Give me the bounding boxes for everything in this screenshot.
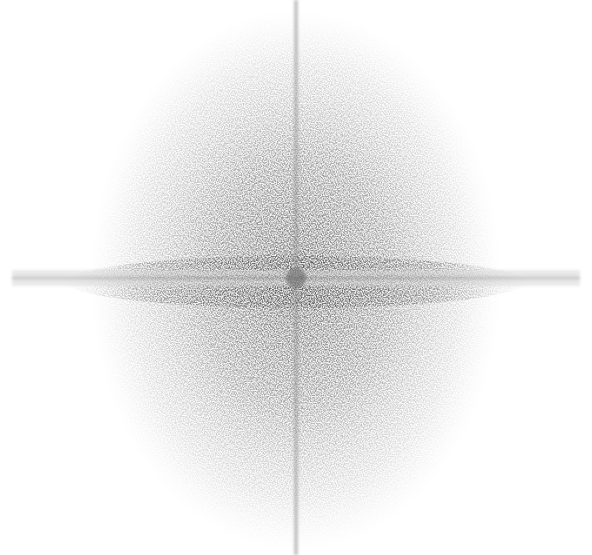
center-peak bbox=[286, 268, 306, 288]
spectrum-image bbox=[0, 0, 592, 555]
page: {} bbox=[0, 0, 592, 555]
